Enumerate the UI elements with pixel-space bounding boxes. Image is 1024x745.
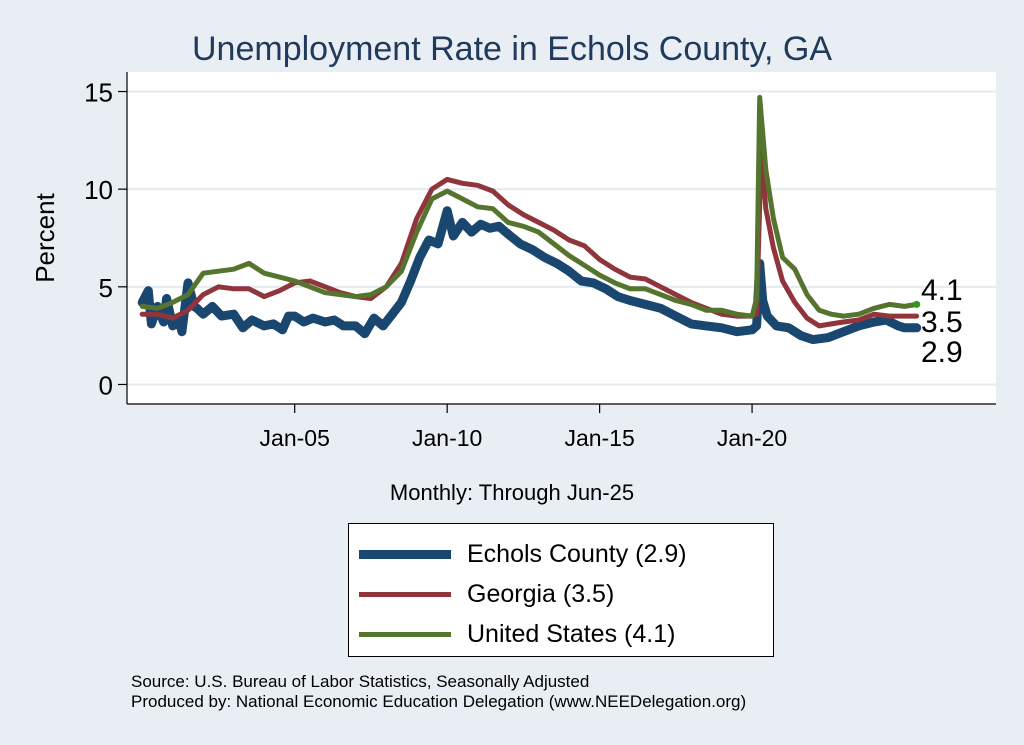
legend-item-echols: Echols County (2.9)	[359, 537, 687, 571]
end-value-label: 2.9	[921, 336, 963, 369]
source-note: Source: U.S. Bureau of Labor Statistics,…	[131, 672, 746, 712]
end-value-label: 3.5	[921, 306, 963, 339]
axes: 0 5 10 15 Jan-05 Jan-10 Jan-15 Jan-20	[84, 72, 996, 451]
x-tick-label: Jan-20	[717, 425, 787, 451]
legend: Echols County (2.9) Georgia (3.5) United…	[348, 523, 774, 657]
legend-item-us: United States (4.1)	[359, 617, 675, 651]
legend-swatch-echols	[359, 549, 451, 559]
series-group	[137, 94, 922, 345]
y-tick-label: 15	[84, 78, 113, 108]
source-line-2: Produced by: National Economic Education…	[131, 692, 747, 711]
y-tick-label: 5	[99, 273, 113, 303]
grid-lines	[127, 90, 996, 386]
x-tick-label: Jan-15	[564, 425, 634, 451]
y-tick-label: 10	[84, 175, 113, 205]
legend-swatch-us	[359, 631, 451, 637]
series-line-2	[139, 94, 920, 319]
series-line-1	[139, 147, 920, 329]
end-value-label: 4.1	[921, 274, 963, 307]
series-line-0	[137, 206, 922, 345]
end-labels: 4.13.52.9	[921, 274, 963, 369]
x-tick-label: Jan-10	[412, 425, 482, 451]
x-tick-label: Jan-05	[260, 425, 330, 451]
source-line-1: Source: U.S. Bureau of Labor Statistics,…	[131, 672, 590, 691]
chart-title: Unemployment Rate in Echols County, GA	[192, 30, 832, 68]
legend-swatch-georgia	[359, 591, 451, 597]
legend-label: United States (4.1)	[467, 619, 676, 648]
x-axis-subtitle: Monthly: Through Jun-25	[389, 480, 635, 505]
y-tick-label: 0	[99, 370, 113, 400]
legend-item-georgia: Georgia (3.5)	[359, 577, 614, 611]
legend-label: Georgia (3.5)	[467, 579, 615, 608]
series-end-marker	[913, 300, 921, 308]
legend-label: Echols County (2.9)	[467, 539, 687, 568]
y-axis-label: Percent	[30, 192, 60, 282]
